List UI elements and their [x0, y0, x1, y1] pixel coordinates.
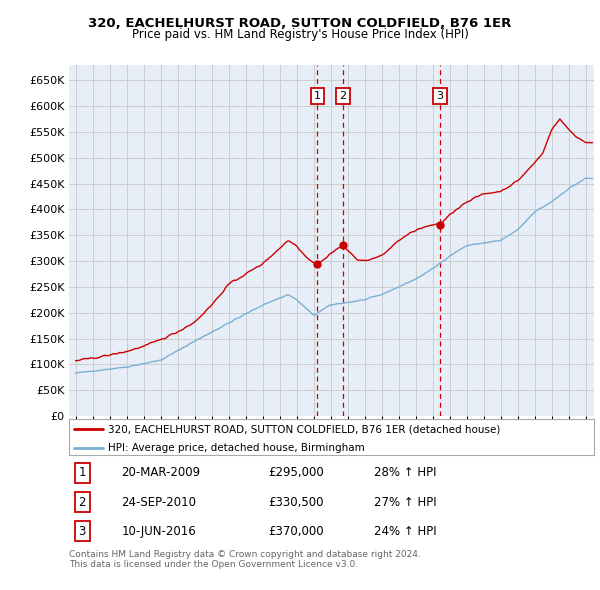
Text: 1: 1: [79, 467, 86, 480]
Text: Contains HM Land Registry data © Crown copyright and database right 2024.
This d: Contains HM Land Registry data © Crown c…: [69, 550, 421, 569]
Text: Price paid vs. HM Land Registry's House Price Index (HPI): Price paid vs. HM Land Registry's House …: [131, 28, 469, 41]
Text: 10-JUN-2016: 10-JUN-2016: [121, 525, 196, 537]
Text: 3: 3: [79, 525, 86, 537]
Text: £330,500: £330,500: [269, 496, 324, 509]
Text: 24% ↑ HPI: 24% ↑ HPI: [373, 525, 436, 537]
Text: 2: 2: [340, 91, 347, 101]
Text: HPI: Average price, detached house, Birmingham: HPI: Average price, detached house, Birm…: [109, 443, 365, 453]
Text: £295,000: £295,000: [269, 467, 324, 480]
Text: 2: 2: [79, 496, 86, 509]
Text: 3: 3: [437, 91, 443, 101]
Text: 28% ↑ HPI: 28% ↑ HPI: [373, 467, 436, 480]
Text: 27% ↑ HPI: 27% ↑ HPI: [373, 496, 436, 509]
Text: 1: 1: [314, 91, 321, 101]
Text: 24-SEP-2010: 24-SEP-2010: [121, 496, 197, 509]
Text: £370,000: £370,000: [269, 525, 324, 537]
Text: 320, EACHELHURST ROAD, SUTTON COLDFIELD, B76 1ER (detached house): 320, EACHELHURST ROAD, SUTTON COLDFIELD,…: [109, 424, 501, 434]
Text: 20-MAR-2009: 20-MAR-2009: [121, 467, 200, 480]
Text: 320, EACHELHURST ROAD, SUTTON COLDFIELD, B76 1ER: 320, EACHELHURST ROAD, SUTTON COLDFIELD,…: [88, 17, 512, 30]
